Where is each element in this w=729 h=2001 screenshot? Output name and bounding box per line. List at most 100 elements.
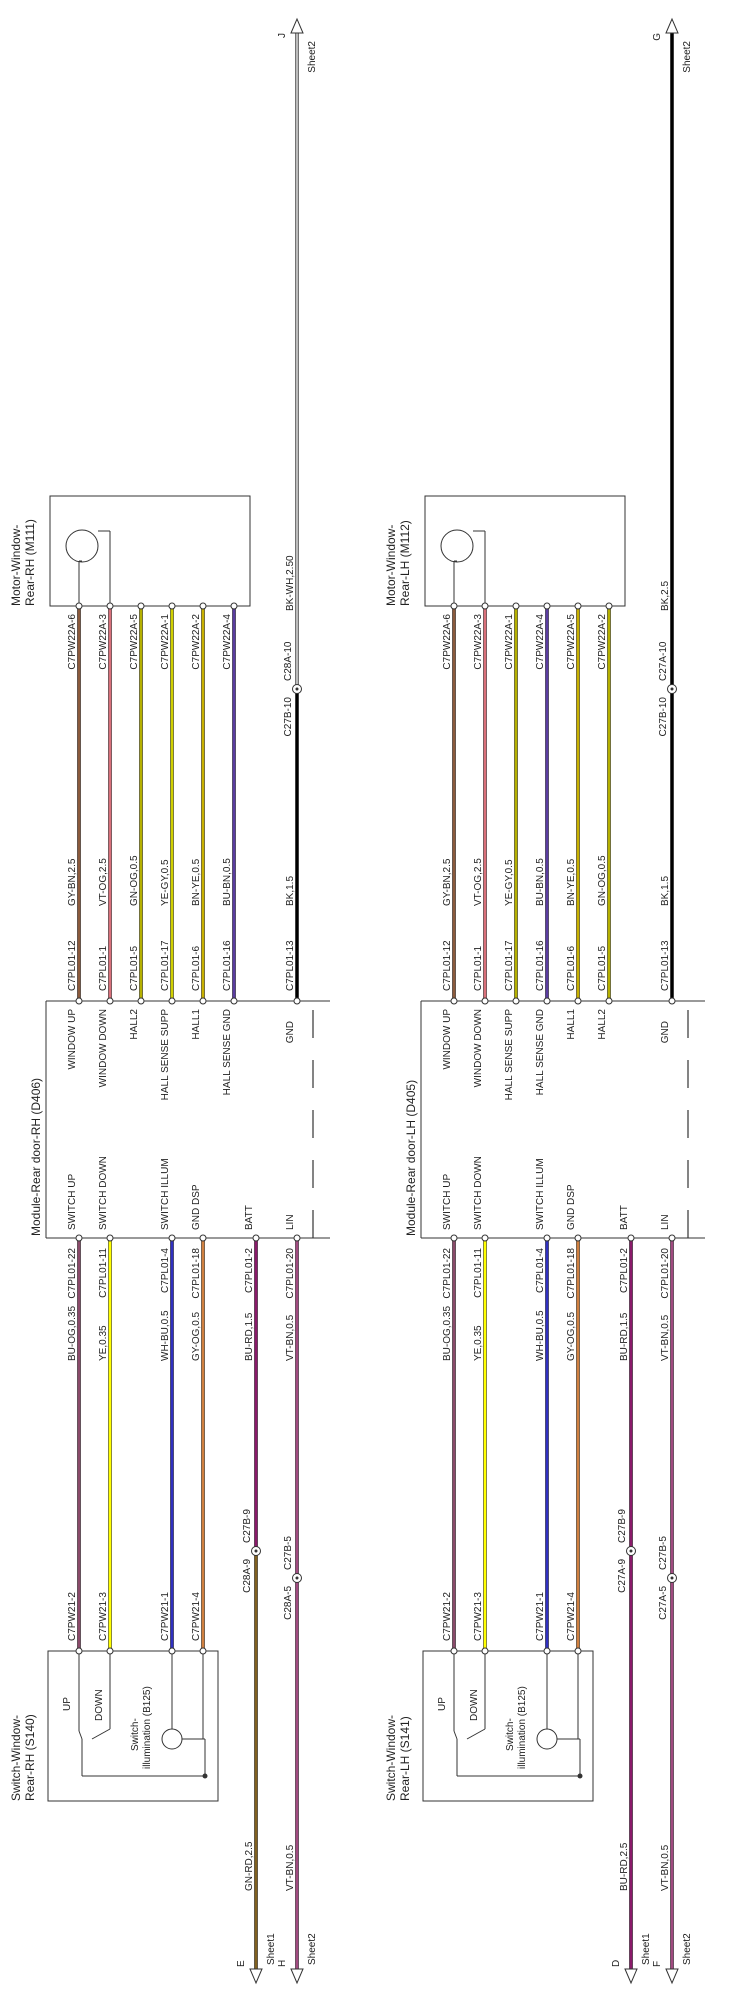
module-function: HALL SENSE SUPP: [504, 1009, 515, 1101]
switch-label: illumination (B125): [142, 1686, 153, 1769]
module-function: SWITCH DOWN: [473, 1156, 484, 1230]
splice-label: C27B-5: [283, 1536, 294, 1570]
pin: [574, 602, 582, 610]
module-pin: C7PL01-17: [504, 940, 515, 991]
pin: [668, 997, 676, 1005]
wire-code: BU-RD,1.5: [244, 1312, 255, 1361]
module-pin: C7PL01-12: [67, 940, 78, 991]
wire-code: GY-BN,2.5: [67, 858, 78, 906]
pin: [75, 997, 83, 1005]
switch-label: UP: [437, 1697, 448, 1711]
pin: [137, 997, 145, 1005]
wire-code: BN-YE,0.5: [566, 858, 577, 906]
pin: [512, 602, 520, 610]
module-function: GND: [285, 1021, 296, 1043]
rotated-sheet: Motor-Window- Rear-RH (M111) Module-Rear d…: [9, 17, 705, 1985]
module-function: SWITCH ILLUM: [535, 1158, 546, 1230]
pin: [230, 602, 238, 610]
wire-code: YE,0.35: [473, 1325, 484, 1361]
pin: [199, 1647, 207, 1655]
module-function: HALL SENSE SUPP: [160, 1009, 171, 1101]
motor-pin: C7PW22A-6: [442, 614, 453, 670]
wire-code: GN-OG,0.5: [597, 855, 608, 906]
splice-label: C27A-9: [617, 1559, 628, 1593]
pin: [668, 1234, 676, 1242]
wire-code: BU-OG,0.35: [442, 1306, 453, 1361]
pin: [106, 1647, 114, 1655]
switch-title: Rear-LH (S141): [398, 1716, 412, 1801]
pin: [168, 1234, 176, 1242]
splice-dot: [295, 1576, 299, 1580]
wire-code: BK,1.5: [660, 876, 671, 906]
module-function: HALL SENSE GND: [535, 1009, 546, 1095]
module-function: LIN: [660, 1214, 671, 1230]
pin: [252, 1234, 260, 1242]
pin: [574, 1647, 582, 1655]
diagram: Motor-Window- Rear-RH (M111) Module-Rear d…: [9, 17, 330, 1985]
junction: [202, 1773, 208, 1779]
pin: [293, 1234, 301, 1242]
motor-pin: C7PW22A-2: [191, 614, 202, 670]
module-function: WINDOW DOWN: [473, 1009, 484, 1087]
sheet-ref: G: [652, 33, 663, 41]
module-pin: C7PL01-4: [160, 1248, 171, 1293]
sheet-arrow: [290, 1968, 304, 1985]
pin: [481, 1647, 489, 1655]
sheet-arrow: [249, 1968, 263, 1985]
pin: [75, 1234, 83, 1242]
motor-box: [424, 495, 626, 607]
splice-dot: [670, 1576, 674, 1580]
splice-label: C28A-5: [283, 1586, 294, 1620]
pin: [75, 1647, 83, 1655]
pin: [543, 997, 551, 1005]
switch-lead: [466, 1728, 486, 1740]
sheet-label: Sheet2: [682, 1933, 693, 1965]
motor-pin: C7PW22A-2: [597, 614, 608, 670]
module-pin: C7PL01-1: [98, 946, 109, 991]
module-pin: C7PL01-18: [191, 1248, 202, 1299]
sheet-ref: F: [652, 1961, 663, 1967]
sheet-arrow: [290, 17, 304, 34]
splice-dot: [254, 1549, 258, 1553]
module-pin: C7PL01-22: [442, 1248, 453, 1299]
module-function: HALL2: [129, 1009, 140, 1040]
module-title: Module-Rear door-LH (D405): [404, 1080, 418, 1236]
module-pin: C7PL01-17: [160, 940, 171, 991]
pin: [605, 602, 613, 610]
module-function: HALL SENSE GND: [222, 1009, 233, 1095]
pin: [450, 1647, 458, 1655]
module-function: WINDOW UP: [67, 1009, 78, 1070]
switch-pin: C7PW21-3: [98, 1592, 109, 1641]
module-pin: C7PL01-13: [660, 940, 671, 991]
module-function: SWITCH ILLUM: [160, 1158, 171, 1230]
splice-label: C27B-10: [658, 697, 669, 737]
motor-title: Motor-Window-: [9, 525, 23, 606]
motor-title: Rear-LH (M112): [398, 520, 412, 606]
module-pin: C7PL01-12: [442, 940, 453, 991]
pin: [481, 602, 489, 610]
module-pin: C7PL01-1: [473, 946, 484, 991]
switch-label: Switch-: [505, 1718, 516, 1751]
splice-label: C27A-5: [658, 1586, 669, 1620]
sheet-label: Sheet2: [307, 41, 318, 73]
module-pin: C7PL01-11: [98, 1248, 109, 1298]
module-function: LIN: [285, 1214, 296, 1230]
wire-code: VT-BN,0.5: [285, 1844, 296, 1891]
module-function: SWITCH UP: [442, 1174, 453, 1230]
pin: [605, 997, 613, 1005]
wire-code: GY-OG,0.5: [191, 1311, 202, 1361]
splice-dot: [629, 1549, 633, 1553]
switch-lead: [91, 1728, 111, 1740]
pin: [574, 1234, 582, 1242]
module-title: Module-Rear door-RH (D406): [29, 1078, 43, 1236]
motor-pin: C7PW22A-5: [129, 614, 140, 670]
module-function: GND DSP: [566, 1184, 577, 1230]
sheet-ref: H: [277, 1960, 288, 1967]
motor-pin: C7PW22A-4: [535, 614, 546, 670]
motor-title: Rear-RH (M111): [23, 519, 37, 606]
switch-box: [47, 1650, 219, 1802]
module-pin: C7PL01-6: [191, 946, 202, 991]
wire-code: BN-YE,0.5: [191, 858, 202, 906]
module-pin: C7PL01-13: [285, 940, 296, 991]
switch-label: DOWN: [94, 1689, 105, 1721]
